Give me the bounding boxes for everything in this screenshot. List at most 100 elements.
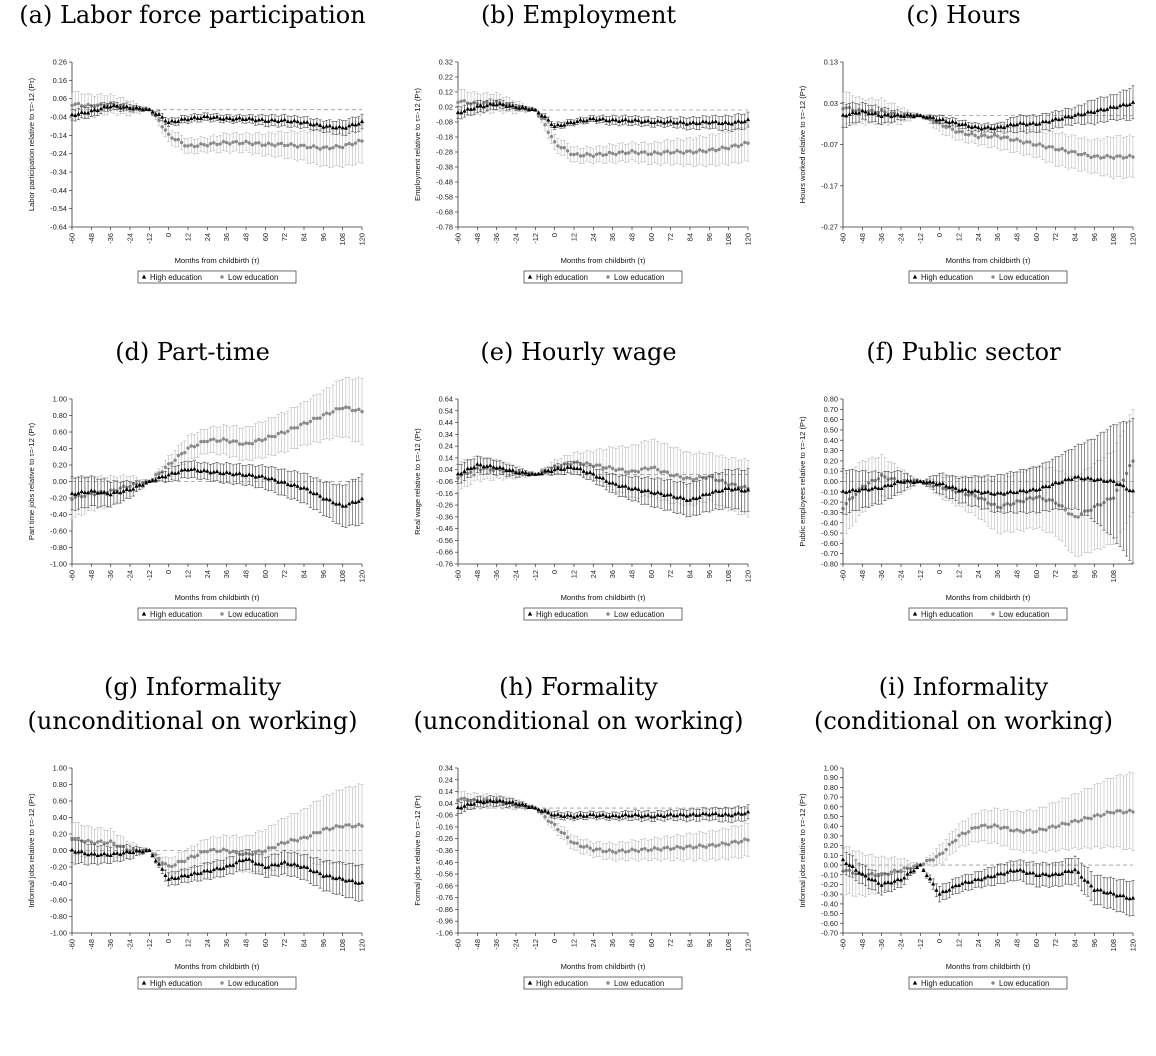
y-tick-label: -1.00 (50, 929, 67, 938)
data-point (206, 850, 209, 853)
data-point (322, 146, 325, 149)
data-point (1083, 152, 1086, 155)
data-point (562, 467, 566, 471)
data-point (1128, 154, 1131, 157)
y-tick-label: -0.30 (821, 508, 838, 517)
x-tick-label: 48 (1013, 570, 1022, 578)
x-tick-label: 120 (358, 570, 367, 582)
data-point (247, 472, 251, 476)
x-tick-label: 12 (184, 233, 193, 241)
data-point (215, 143, 218, 146)
data-point (652, 491, 656, 495)
data-point (663, 150, 666, 153)
data-point (305, 120, 309, 124)
data-point (743, 489, 747, 493)
x-tick-label: 108 (724, 570, 733, 582)
y-tick-label: -0.36 (436, 512, 453, 521)
x-tick-label: 120 (1129, 233, 1138, 245)
y-tick-label: 0.22 (439, 73, 453, 82)
data-point (873, 485, 877, 489)
data-point (74, 103, 77, 106)
x-tick-label: -60 (68, 570, 77, 581)
data-point (883, 113, 887, 117)
y-tick-label: 1.00 (53, 395, 67, 404)
data-point (270, 476, 274, 480)
data-point (296, 145, 299, 148)
data-point (623, 484, 627, 488)
data-point (595, 463, 598, 466)
y-tick-label: -0.64 (50, 223, 67, 232)
legend-marker-low (220, 612, 223, 615)
data-point (186, 446, 189, 449)
data-point (312, 144, 315, 147)
data-point (1105, 479, 1109, 483)
data-point (1067, 512, 1070, 515)
y-tick-label: -0.46 (436, 524, 453, 533)
data-point (289, 120, 293, 124)
data-point (1080, 153, 1083, 156)
data-point (585, 118, 589, 122)
data-point (170, 119, 174, 123)
x-tick-label: 36 (608, 233, 617, 241)
data-point (248, 141, 251, 144)
data-point (941, 124, 944, 127)
data-point (1037, 487, 1041, 491)
data-point (520, 470, 524, 474)
data-point (1038, 142, 1041, 145)
x-tick-label: 36 (993, 233, 1002, 241)
data-point (357, 499, 361, 503)
legend-marker-low (991, 612, 994, 615)
y-tick-label: 0.26 (53, 58, 67, 67)
x-tick-label: 84 (1071, 233, 1080, 241)
data-point (315, 146, 318, 149)
data-point (634, 470, 637, 473)
y-tick-label: -0.78 (436, 223, 453, 232)
x-tick-label: -48 (858, 570, 867, 581)
data-point (167, 132, 170, 135)
legend-label-high: High education (921, 273, 973, 282)
data-point (1102, 156, 1105, 159)
data-point (206, 440, 209, 443)
x-tick-label: -36 (106, 939, 115, 950)
data-point (601, 466, 604, 469)
data-point (511, 103, 515, 107)
data-point (1031, 143, 1034, 146)
x-tick-label: -60 (68, 939, 77, 950)
data-point (549, 122, 553, 126)
data-point (733, 143, 736, 146)
data-point (92, 489, 96, 493)
data-point (592, 155, 595, 158)
data-point (556, 144, 559, 147)
x-tick-label: 36 (222, 939, 231, 947)
y-tick-label: -0.70 (821, 549, 838, 558)
data-point (273, 118, 277, 122)
data-point (1080, 513, 1083, 516)
data-point (157, 112, 161, 116)
data-point (241, 443, 244, 446)
data-point (237, 116, 241, 120)
x-tick-label: 60 (1032, 233, 1041, 241)
data-point (306, 146, 309, 149)
data-point (960, 488, 964, 492)
data-point (653, 466, 656, 469)
data-point (1115, 105, 1119, 109)
data-point (1099, 107, 1103, 111)
data-point (225, 470, 229, 474)
y-tick-label: -0.17 (821, 181, 838, 190)
data-point (601, 154, 604, 157)
y-tick-label: -0.38 (436, 163, 453, 172)
y-tick-label: 0.80 (824, 395, 838, 404)
data-point (669, 492, 673, 496)
data-point (679, 475, 682, 478)
data-point (650, 466, 653, 469)
data-point (954, 120, 958, 124)
data-point (347, 142, 350, 145)
x-tick-label: 84 (300, 570, 309, 578)
data-point (293, 144, 296, 147)
x-tick-label: 48 (242, 233, 251, 241)
chart-title-g: (g) Informality (0, 670, 385, 704)
data-point (215, 440, 218, 443)
data-point (318, 494, 322, 498)
data-point (190, 855, 193, 858)
